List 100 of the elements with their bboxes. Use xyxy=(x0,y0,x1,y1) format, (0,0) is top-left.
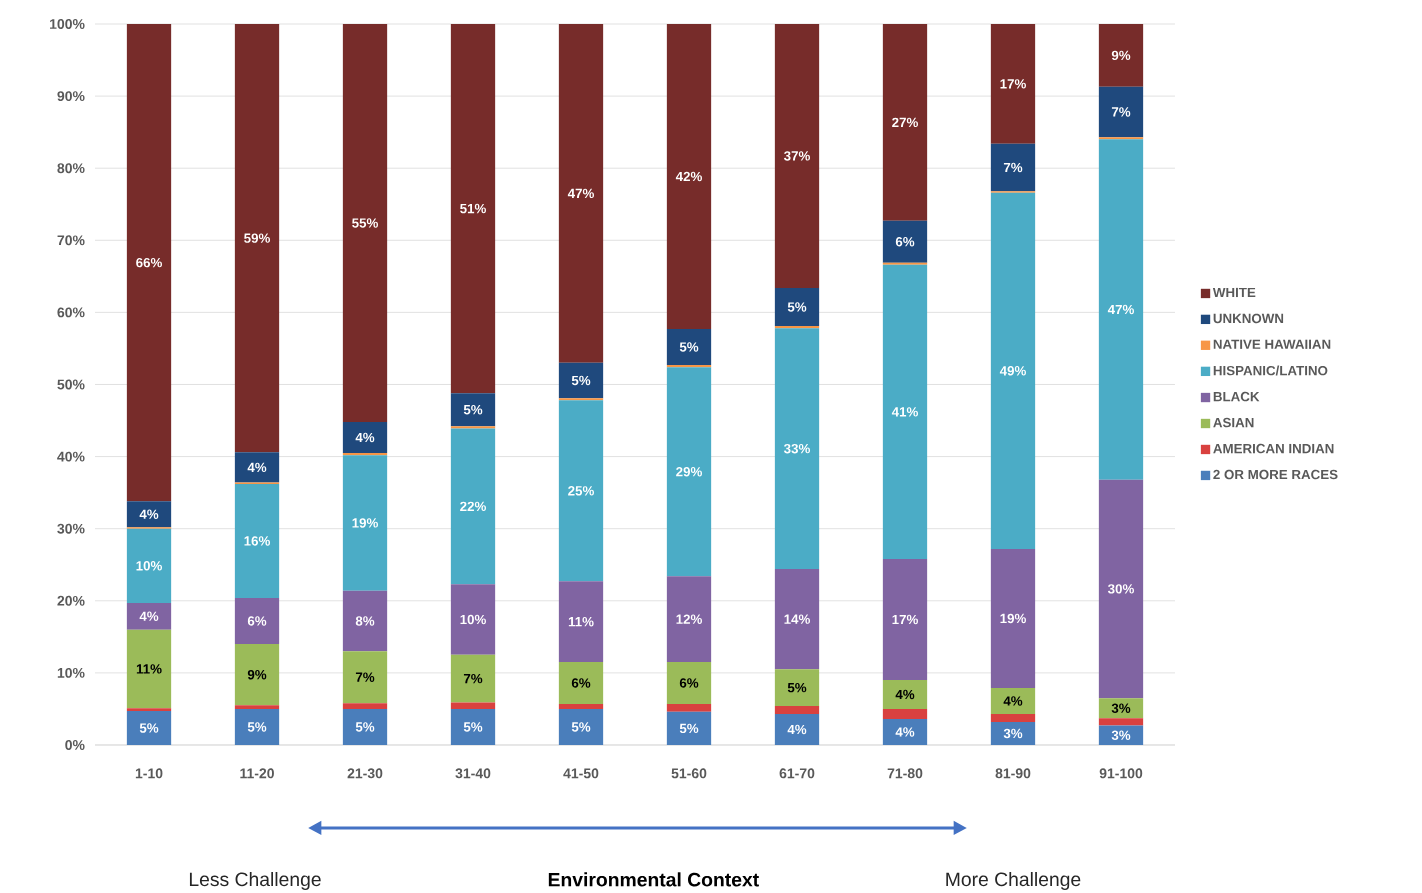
bar xyxy=(450,426,496,429)
data-label: 6% xyxy=(895,237,915,247)
y-tick-label: 50% xyxy=(57,379,85,390)
bar xyxy=(342,452,388,456)
data-label: 7% xyxy=(1111,107,1131,117)
bar xyxy=(990,24,1036,144)
bar xyxy=(126,501,172,528)
bar xyxy=(774,326,820,329)
bar xyxy=(774,713,820,745)
data-label: 4% xyxy=(895,727,915,737)
y-tick-label: 90% xyxy=(57,91,85,102)
bar xyxy=(666,662,712,704)
x-tick-label: 51-60 xyxy=(671,768,707,779)
bar xyxy=(666,576,712,663)
data-label: 14% xyxy=(784,614,810,624)
bar xyxy=(774,328,820,570)
data-label: 37% xyxy=(783,151,810,161)
data-label: 5% xyxy=(355,722,375,732)
bar xyxy=(1098,698,1144,719)
data-label: 8% xyxy=(355,616,375,626)
bar xyxy=(558,581,604,663)
bar xyxy=(126,602,172,630)
y-tick-label: 70% xyxy=(57,235,85,246)
x-tick-label: 1-10 xyxy=(135,768,163,779)
data-label: 6% xyxy=(571,678,591,688)
bar xyxy=(234,597,280,645)
data-label: 66% xyxy=(136,257,162,268)
data-label: 4% xyxy=(1003,696,1023,706)
data-label: 3% xyxy=(1003,728,1023,739)
data-label: 9% xyxy=(1111,50,1131,61)
bar xyxy=(990,548,1036,689)
data-label: 19% xyxy=(352,518,378,528)
y-tick-label: 100% xyxy=(50,19,85,29)
data-label: 17% xyxy=(892,614,918,625)
bar xyxy=(450,428,496,585)
data-label: 7% xyxy=(1003,162,1023,173)
data-label: 16% xyxy=(244,536,270,546)
bar xyxy=(342,651,388,704)
data-label: 22% xyxy=(460,501,486,512)
text: Less Challenge xyxy=(189,871,321,890)
data-label: 5% xyxy=(571,375,591,386)
bar xyxy=(126,24,172,502)
bar xyxy=(990,192,1036,549)
bar xyxy=(558,662,604,704)
y-tick-label: 10% xyxy=(57,667,85,678)
bar xyxy=(450,654,496,703)
data-label: 5% xyxy=(679,723,699,734)
data-label: 19% xyxy=(1000,613,1026,624)
data-label: 47% xyxy=(567,188,594,199)
bar xyxy=(774,706,820,714)
data-label: 3% xyxy=(1111,730,1131,740)
legend-label: ASIAN xyxy=(1213,417,1254,428)
bar xyxy=(666,328,712,366)
bar xyxy=(1098,86,1144,138)
data-label: 5% xyxy=(679,342,699,352)
bar xyxy=(126,629,172,709)
bar xyxy=(774,669,820,707)
bar xyxy=(234,644,280,706)
bar xyxy=(774,569,820,670)
data-label: 59% xyxy=(244,233,270,243)
data-label: 33% xyxy=(783,443,810,454)
bar xyxy=(1098,139,1144,480)
bar xyxy=(558,398,604,401)
y-tick-label: 30% xyxy=(57,523,85,534)
bar xyxy=(234,24,280,453)
bar xyxy=(1098,137,1144,140)
data-label: 42% xyxy=(675,171,702,182)
bar xyxy=(774,24,820,288)
legend-label: HISPANIC/LATINO xyxy=(1213,365,1328,376)
data-label: 4% xyxy=(247,462,267,473)
data-label: 9% xyxy=(247,669,267,680)
legend-label: AMERICAN INDIAN xyxy=(1213,443,1334,454)
bar xyxy=(558,703,604,709)
bar xyxy=(882,708,928,720)
data-label: 29% xyxy=(676,467,702,477)
data-label: 5% xyxy=(787,302,807,312)
bar xyxy=(882,24,928,221)
bar xyxy=(342,708,388,745)
text: More Challenge xyxy=(946,871,1081,890)
bar xyxy=(558,24,604,363)
bar xyxy=(882,262,928,265)
bar xyxy=(882,558,928,681)
bar xyxy=(126,708,172,712)
y-tick-label: 0% xyxy=(65,740,85,750)
data-label: 5% xyxy=(463,722,483,732)
data-label: 5% xyxy=(571,722,591,732)
legend-label: UNKNOWN xyxy=(1213,313,1284,324)
data-label: 6% xyxy=(679,678,699,688)
bar xyxy=(126,711,172,745)
data-label: 4% xyxy=(139,611,159,621)
bar xyxy=(342,421,388,453)
data-label: 5% xyxy=(247,722,267,732)
bar xyxy=(882,220,928,263)
legend-label: NATIVE HAWAIIAN xyxy=(1213,339,1331,349)
data-label: 5% xyxy=(787,682,807,693)
data-label: 27% xyxy=(892,117,918,128)
data-label: 11% xyxy=(568,617,594,627)
bar xyxy=(450,584,496,655)
bar xyxy=(234,452,280,483)
y-tick-label: 80% xyxy=(57,163,85,174)
